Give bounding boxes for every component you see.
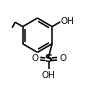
Text: O: O bbox=[59, 54, 66, 63]
Text: O: O bbox=[31, 54, 38, 63]
Text: S: S bbox=[45, 54, 53, 64]
Text: OH: OH bbox=[61, 17, 75, 26]
Text: OH: OH bbox=[42, 71, 56, 80]
